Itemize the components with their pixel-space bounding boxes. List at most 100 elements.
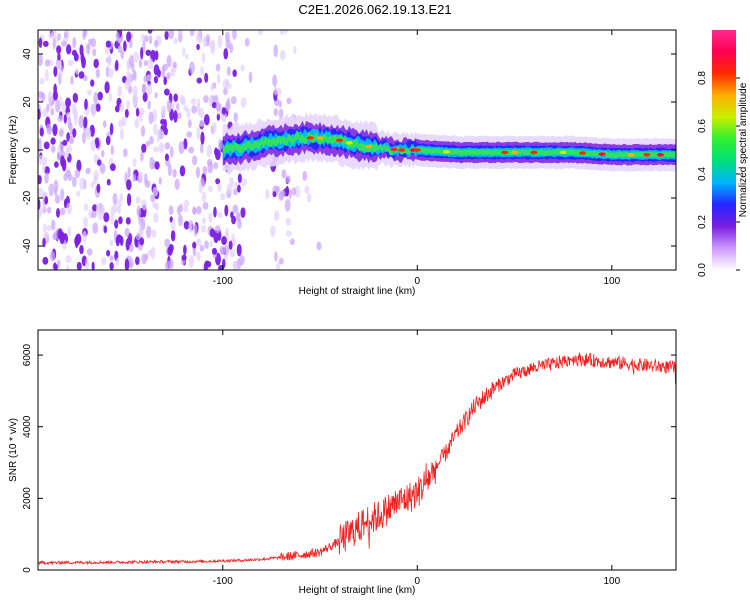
spectrogram-noise-cell: [201, 191, 207, 203]
spectrogram-noise-cell: [285, 217, 291, 226]
spectrogram-noise-cell: [47, 184, 52, 193]
spectrogram-noise-cell: [248, 71, 253, 84]
spectrogram-noise-cell: [185, 53, 189, 60]
spectrogram-noise-cell: [96, 159, 102, 166]
spectrogram-noise-cell: [164, 142, 171, 150]
spectrogram-noise-cell: [67, 59, 74, 67]
spectrogram-noise-cell: [43, 156, 48, 166]
spectrogram-noise-cell: [258, 30, 264, 35]
spectrogram-noise-cell: [139, 237, 145, 246]
spectrogram-noise-cell: [181, 98, 186, 106]
spectrogram-noise-cell: [216, 113, 221, 121]
spectrogram-peak: [501, 150, 509, 155]
spectrogram-noise-cell: [230, 96, 237, 105]
spectrogram-noise-cell: [278, 257, 284, 265]
spectrogram-noise-cell: [115, 31, 120, 41]
spectrogram-noise-cell: [285, 185, 290, 197]
spectrogram-noise-cell: [215, 63, 221, 72]
spectrogram-noise-cell: [213, 206, 217, 218]
spectrogram-noise-cell: [150, 246, 156, 260]
spectrogram-noise-cell: [101, 257, 107, 266]
spectrogram-noise-cell: [208, 185, 213, 193]
spectrogram-noise-cell: [226, 66, 231, 77]
spectrogram-noise-cell: [104, 81, 110, 94]
spectrogram-ytick-label: -20: [22, 190, 33, 205]
spectrogram-noise-cell: [188, 221, 192, 234]
snr-ylabel: SNR (10 * v/v): [8, 418, 19, 482]
spectrogram-noise-cell: [275, 185, 280, 193]
spectrogram-noise-cell: [117, 205, 121, 215]
spectrogram-noise-cell: [154, 202, 160, 211]
spectrogram-noise-cell: [196, 251, 201, 262]
spectrogram-noise-cell: [151, 229, 157, 238]
spectrogram-noise-cell: [109, 255, 114, 262]
spectrogram-noise-cell: [101, 149, 105, 158]
spectrogram-noise-cell: [153, 64, 160, 76]
spectrogram-noise-cell: [110, 145, 115, 156]
spectrogram-noise-cell: [190, 98, 197, 106]
spectrogram-noise-cell: [113, 204, 119, 213]
spectrogram-noise-cell: [226, 183, 233, 194]
colorbar-label: Normalized spectral amplitude: [738, 82, 749, 217]
spectrogram-noise-cell: [90, 38, 97, 48]
spectrogram-noise-cell: [233, 112, 238, 123]
spectrogram-noise-cell: [302, 170, 308, 182]
spectrogram-noise-cell: [145, 49, 152, 56]
spectrogram-noise-cell: [119, 127, 124, 141]
spectrogram-noise-cell: [166, 99, 172, 113]
spectrogram-noise-cell: [281, 169, 287, 179]
spectrogram-noise-cell: [95, 202, 100, 215]
spectrogram-noise-cell: [201, 224, 207, 233]
spectrogram-noise-cell: [173, 37, 179, 45]
spectrogram-noise-cell: [62, 139, 68, 146]
spectrogram-noise-cell: [177, 112, 182, 120]
spectrogram-noise-cell: [226, 97, 231, 111]
spectrogram-noise-cell: [95, 68, 100, 79]
spectrogram-noise-cell: [138, 171, 144, 180]
spectrogram-noise-cell: [140, 125, 146, 137]
spectrogram-noise-cell: [199, 119, 205, 127]
spectrogram-noise-cell: [97, 91, 103, 101]
spectrogram-noise-cell: [44, 59, 51, 67]
spectrogram-noise-cell: [112, 192, 118, 206]
spectrogram-noise-cell: [99, 162, 106, 175]
colorbar-ticks: 0.0 0.2 0.4 0.6 0.8: [697, 71, 740, 277]
spectrogram-noise-cell: [279, 50, 286, 61]
spectrogram-noise-cell: [48, 32, 53, 40]
spectrogram-noise-cell: [217, 182, 222, 192]
spectrogram-noise-cell: [92, 48, 97, 57]
spectrogram-noise-cell: [38, 174, 42, 185]
spectrogram-noise-cell: [274, 251, 278, 262]
spectrogram-noise-cell: [38, 138, 42, 145]
spectrogram-noise-cell: [79, 244, 84, 255]
spectrogram-noise-cell: [42, 40, 49, 47]
spectrogram-noise-cell: [273, 85, 278, 96]
spectrogram-noise-cell: [50, 107, 55, 116]
spectrogram-noise-cell: [132, 93, 139, 106]
spectrogram-noise-cell: [46, 206, 52, 214]
spectrogram-noise-cell: [196, 206, 202, 215]
spectrogram-noise-cell: [164, 238, 171, 248]
spectrogram-noise-cell: [67, 226, 72, 236]
spectrogram-noise-cell: [196, 126, 201, 140]
spectrogram-noise-cell: [39, 77, 45, 85]
spectrogram-noise-cell: [206, 144, 212, 158]
snr-series-line: [38, 352, 676, 566]
spectrogram-noise-cell: [141, 143, 147, 153]
spectrogram-noise-cell: [58, 129, 64, 137]
spectrogram-noise-cell: [221, 236, 227, 246]
spectrogram-noise-cell: [173, 110, 178, 123]
spectrogram-noise-cell: [83, 30, 88, 38]
spectrogram-noise-cell: [46, 225, 52, 232]
spectrogram-noise-cell: [103, 225, 107, 234]
spectrogram-noise-cell: [275, 262, 281, 270]
spectrogram-noise-cell: [44, 196, 49, 205]
spectrogram-noise-cell: [82, 230, 87, 243]
snr-marks: [38, 352, 676, 566]
spectrogram-noise-cell: [163, 88, 170, 96]
spectrogram-noise-cell: [63, 198, 68, 209]
spectrogram-noise-cell: [236, 243, 242, 257]
spectrogram-peak: [413, 148, 421, 152]
spectrogram-noise-cell: [117, 44, 123, 54]
spectrogram-noise-cell: [168, 30, 174, 40]
